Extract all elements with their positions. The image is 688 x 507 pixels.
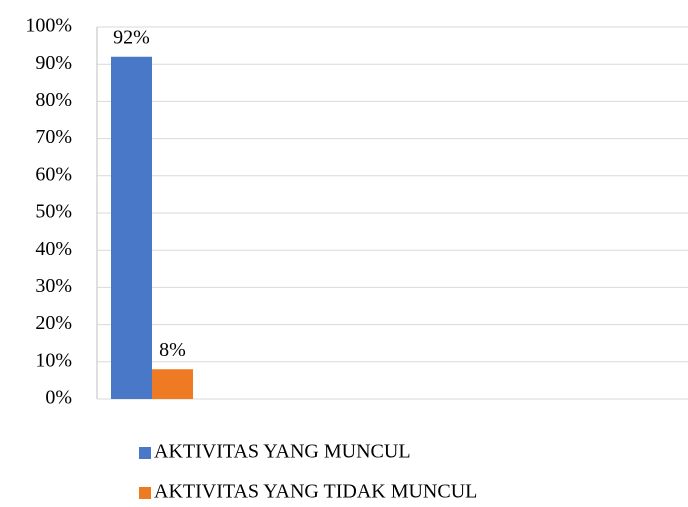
y-tick-label: 70% [35, 126, 72, 148]
y-tick-label: 10% [35, 349, 72, 371]
legend-swatch [139, 487, 151, 499]
y-tick-label: 50% [35, 201, 72, 223]
legend-swatch [139, 447, 151, 459]
y-tick-label: 30% [35, 275, 72, 297]
value-label: 8% [159, 339, 186, 361]
y-tick-label: 40% [35, 238, 72, 260]
value-label: 92% [113, 26, 150, 48]
y-tick-label: 100% [25, 15, 72, 37]
bar [111, 56, 152, 399]
bar [152, 369, 193, 399]
legend-label: AKTIVITAS YANG TIDAK MUNCUL [154, 481, 477, 503]
y-tick-label: 90% [35, 52, 72, 74]
y-tick-label: 60% [35, 163, 72, 185]
y-tick-label: 80% [35, 89, 72, 111]
legend-label: AKTIVITAS YANG MUNCUL [154, 441, 411, 463]
y-tick-label: 20% [35, 312, 72, 334]
y-tick-label: 0% [45, 387, 72, 409]
